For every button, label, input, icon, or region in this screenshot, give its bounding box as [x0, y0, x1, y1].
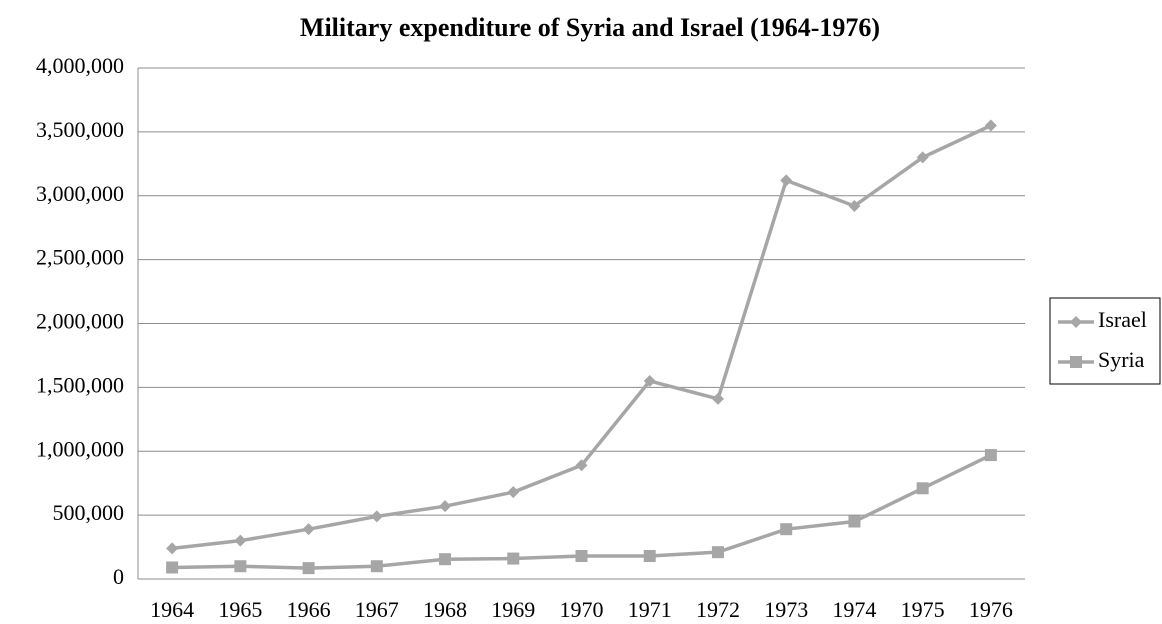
x-tick-label: 1965 [218, 597, 262, 622]
x-tick-label: 1976 [969, 597, 1013, 622]
y-tick-label: 1,000,000 [36, 436, 124, 461]
x-tick-label: 1964 [150, 597, 194, 622]
marker [711, 546, 724, 559]
y-tick-label: 3,500,000 [36, 117, 124, 142]
marker [507, 486, 520, 499]
x-tick-label: 1971 [628, 597, 672, 622]
marker [575, 459, 588, 472]
y-tick-label: 0 [113, 564, 124, 589]
marker [916, 482, 929, 495]
chart-title: Military expenditure of Syria and Israel… [300, 13, 880, 42]
marker [643, 550, 656, 563]
marker [370, 560, 383, 573]
x-tick-label: 1973 [764, 597, 808, 622]
legend-marker [1070, 356, 1082, 368]
legend-box [1049, 297, 1161, 385]
y-tick-label: 1,500,000 [36, 372, 124, 397]
x-tick-label: 1969 [491, 597, 535, 622]
marker [302, 562, 315, 575]
y-tick-label: 3,000,000 [36, 181, 124, 206]
marker [711, 392, 724, 405]
marker [984, 119, 997, 132]
marker [166, 561, 179, 574]
marker [302, 523, 315, 536]
x-tick-label: 1972 [696, 597, 740, 622]
x-tick-label: 1970 [560, 597, 604, 622]
y-tick-label: 500,000 [53, 500, 125, 525]
marker [439, 500, 452, 513]
marker [984, 449, 997, 462]
marker [370, 510, 383, 523]
y-tick-label: 4,000,000 [36, 53, 124, 78]
legend-label: Syria [1098, 347, 1145, 372]
marker [780, 523, 793, 536]
x-tick-label: 1967 [355, 597, 399, 622]
marker [643, 374, 656, 387]
marker [916, 151, 929, 164]
x-tick-label: 1975 [901, 597, 945, 622]
x-tick-label: 1966 [287, 597, 331, 622]
legend-marker [1070, 316, 1082, 328]
marker [234, 534, 247, 547]
marker [234, 560, 247, 573]
marker [848, 515, 861, 528]
marker [507, 552, 520, 565]
x-tick-label: 1974 [832, 597, 876, 622]
x-tick-label: 1968 [423, 597, 467, 622]
y-tick-label: 2,000,000 [36, 309, 124, 334]
legend-label: Israel [1098, 307, 1147, 332]
marker [575, 550, 588, 563]
marker [439, 553, 452, 566]
series-line [171, 123, 992, 551]
y-tick-label: 2,500,000 [36, 245, 124, 270]
marker [848, 199, 861, 212]
marker [780, 174, 793, 187]
marker [166, 542, 179, 555]
